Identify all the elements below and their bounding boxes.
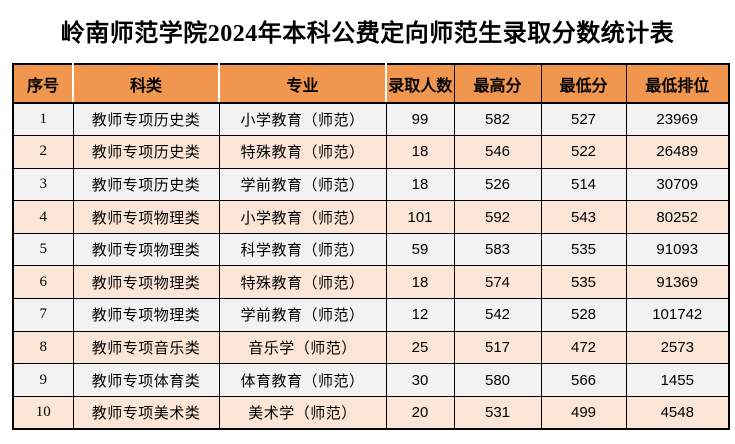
cell-category: 教师专项物理类	[72, 298, 220, 332]
cell-major: 科学教育（师范）	[218, 232, 387, 267]
cell-max-score: 526	[453, 167, 542, 202]
cell-min-rank: 23969	[625, 102, 730, 137]
cell-max-score: 542	[453, 298, 542, 332]
cell-major: 特殊教育（师范）	[218, 135, 387, 169]
cell-min-rank: 1455	[625, 363, 730, 397]
cell-major: 特殊教育（师范）	[218, 265, 387, 300]
cell-admitted-count: 101	[385, 200, 455, 234]
column-header-max-score: 最高分	[454, 64, 542, 104]
cell-category: 教师专项物理类	[72, 232, 220, 267]
cell-admitted-count: 18	[385, 135, 455, 169]
column-header-admitted: 录取人数	[386, 64, 455, 104]
column-header-min-score: 最低分	[541, 64, 627, 104]
cell-admitted-count: 25	[385, 330, 455, 365]
cell-min-rank: 101742	[625, 298, 730, 332]
cell-major: 学前教育（师范）	[218, 298, 387, 332]
cell-major: 学前教育（师范）	[218, 167, 387, 202]
column-header-index: 序号	[13, 64, 74, 104]
cell-index: 4	[12, 200, 74, 234]
table-row: 5 教师专项物理类 科学教育（师范） 59 583 535 91093	[12, 232, 730, 267]
cell-min-score: 528	[540, 298, 627, 332]
cell-admitted-count: 20	[385, 395, 455, 430]
cell-index: 7	[12, 298, 74, 332]
table-row: 9 教师专项体育类 体育教育（师范） 30 580 566 1455	[12, 363, 730, 397]
table-row: 6 教师专项物理类 特殊教育（师范） 18 574 535 91369	[12, 265, 730, 300]
table-row: 2 教师专项历史类 特殊教育（师范） 18 546 522 26489	[12, 135, 730, 169]
table-row: 4 教师专项物理类 小学教育（师范） 101 592 543 80252	[12, 200, 730, 234]
cell-index: 5	[12, 232, 74, 267]
cell-min-rank: 4548	[625, 395, 730, 430]
table-header-row: 序号 科类 专业 录取人数 最高分 最低分 最低排位	[13, 64, 729, 104]
cell-admitted-count: 99	[385, 102, 455, 137]
table-row: 3 教师专项历史类 学前教育（师范） 18 526 514 30709	[12, 167, 730, 202]
cell-min-rank: 91369	[625, 265, 730, 300]
cell-admitted-count: 59	[385, 232, 455, 267]
cell-index: 8	[12, 330, 74, 365]
score-table: 序号 科类 专业 录取人数 最高分 最低分 最低排位 1 教师专项历史类 小学教育（…	[12, 63, 730, 430]
cell-category: 教师专项美术类	[72, 395, 220, 430]
column-header-category: 科类	[73, 64, 220, 104]
cell-category: 教师专项历史类	[72, 167, 220, 202]
cell-min-score: 527	[540, 102, 627, 137]
cell-max-score: 580	[453, 363, 542, 397]
cell-category: 教师专项物理类	[72, 265, 220, 300]
cell-major: 美术学（师范）	[218, 395, 387, 430]
cell-admitted-count: 30	[385, 363, 455, 397]
cell-index: 6	[12, 265, 74, 300]
cell-max-score: 546	[453, 135, 542, 169]
cell-min-rank: 30709	[625, 167, 730, 202]
cell-admitted-count: 12	[385, 298, 455, 332]
cell-min-score: 566	[540, 363, 627, 397]
cell-major: 小学教育（师范）	[218, 200, 387, 234]
cell-min-score: 522	[540, 135, 627, 169]
cell-min-rank: 91093	[625, 232, 730, 267]
cell-min-score: 472	[540, 330, 627, 365]
cell-major: 音乐学（师范）	[218, 330, 387, 365]
cell-min-score: 514	[540, 167, 627, 202]
cell-index: 9	[12, 363, 74, 397]
cell-max-score: 574	[453, 265, 542, 300]
cell-admitted-count: 18	[385, 167, 455, 202]
cell-max-score: 517	[453, 330, 542, 365]
cell-max-score: 531	[453, 395, 542, 430]
table-row: 1 教师专项历史类 小学教育（师范） 99 582 527 23969	[12, 102, 730, 137]
cell-index: 2	[12, 135, 74, 169]
cell-min-score: 535	[540, 265, 627, 300]
cell-category: 教师专项音乐类	[72, 330, 220, 365]
table-row: 10 教师专项美术类 美术学（师范） 20 531 499 4548	[12, 395, 730, 430]
cell-index: 10	[12, 395, 74, 430]
cell-index: 1	[12, 102, 74, 137]
cell-max-score: 582	[453, 102, 542, 137]
cell-min-score: 543	[540, 200, 627, 234]
column-header-min-rank: 最低排位	[626, 64, 729, 104]
cell-major: 体育教育（师范）	[218, 363, 387, 397]
column-header-major: 专业	[219, 64, 387, 104]
cell-min-rank: 80252	[625, 200, 730, 234]
cell-min-rank: 26489	[625, 135, 730, 169]
cell-max-score: 592	[453, 200, 542, 234]
page-title: 岭南师范学院2024年本科公费定向师范生录取分数统计表	[60, 21, 675, 47]
cell-major: 小学教育（师范）	[218, 102, 387, 137]
cell-category: 教师专项物理类	[72, 200, 220, 234]
cell-max-score: 583	[453, 232, 542, 267]
table-row: 8 教师专项音乐类 音乐学（师范） 25 517 472 2573	[12, 330, 730, 365]
cell-min-score: 499	[540, 395, 627, 430]
cell-admitted-count: 18	[385, 265, 455, 300]
cell-min-score: 535	[540, 232, 627, 267]
cell-index: 3	[12, 167, 74, 202]
table-body: 1 教师专项历史类 小学教育（师范） 99 582 527 23969 2 教师专项历史类 特殊教…	[12, 102, 730, 430]
table-row: 7 教师专项物理类 学前教育（师范） 12 542 528 101742	[12, 298, 730, 332]
cell-category: 教师专项历史类	[72, 135, 220, 169]
cell-category: 教师专项体育类	[72, 363, 220, 397]
cell-category: 教师专项历史类	[72, 102, 220, 137]
cell-min-rank: 2573	[625, 330, 730, 365]
